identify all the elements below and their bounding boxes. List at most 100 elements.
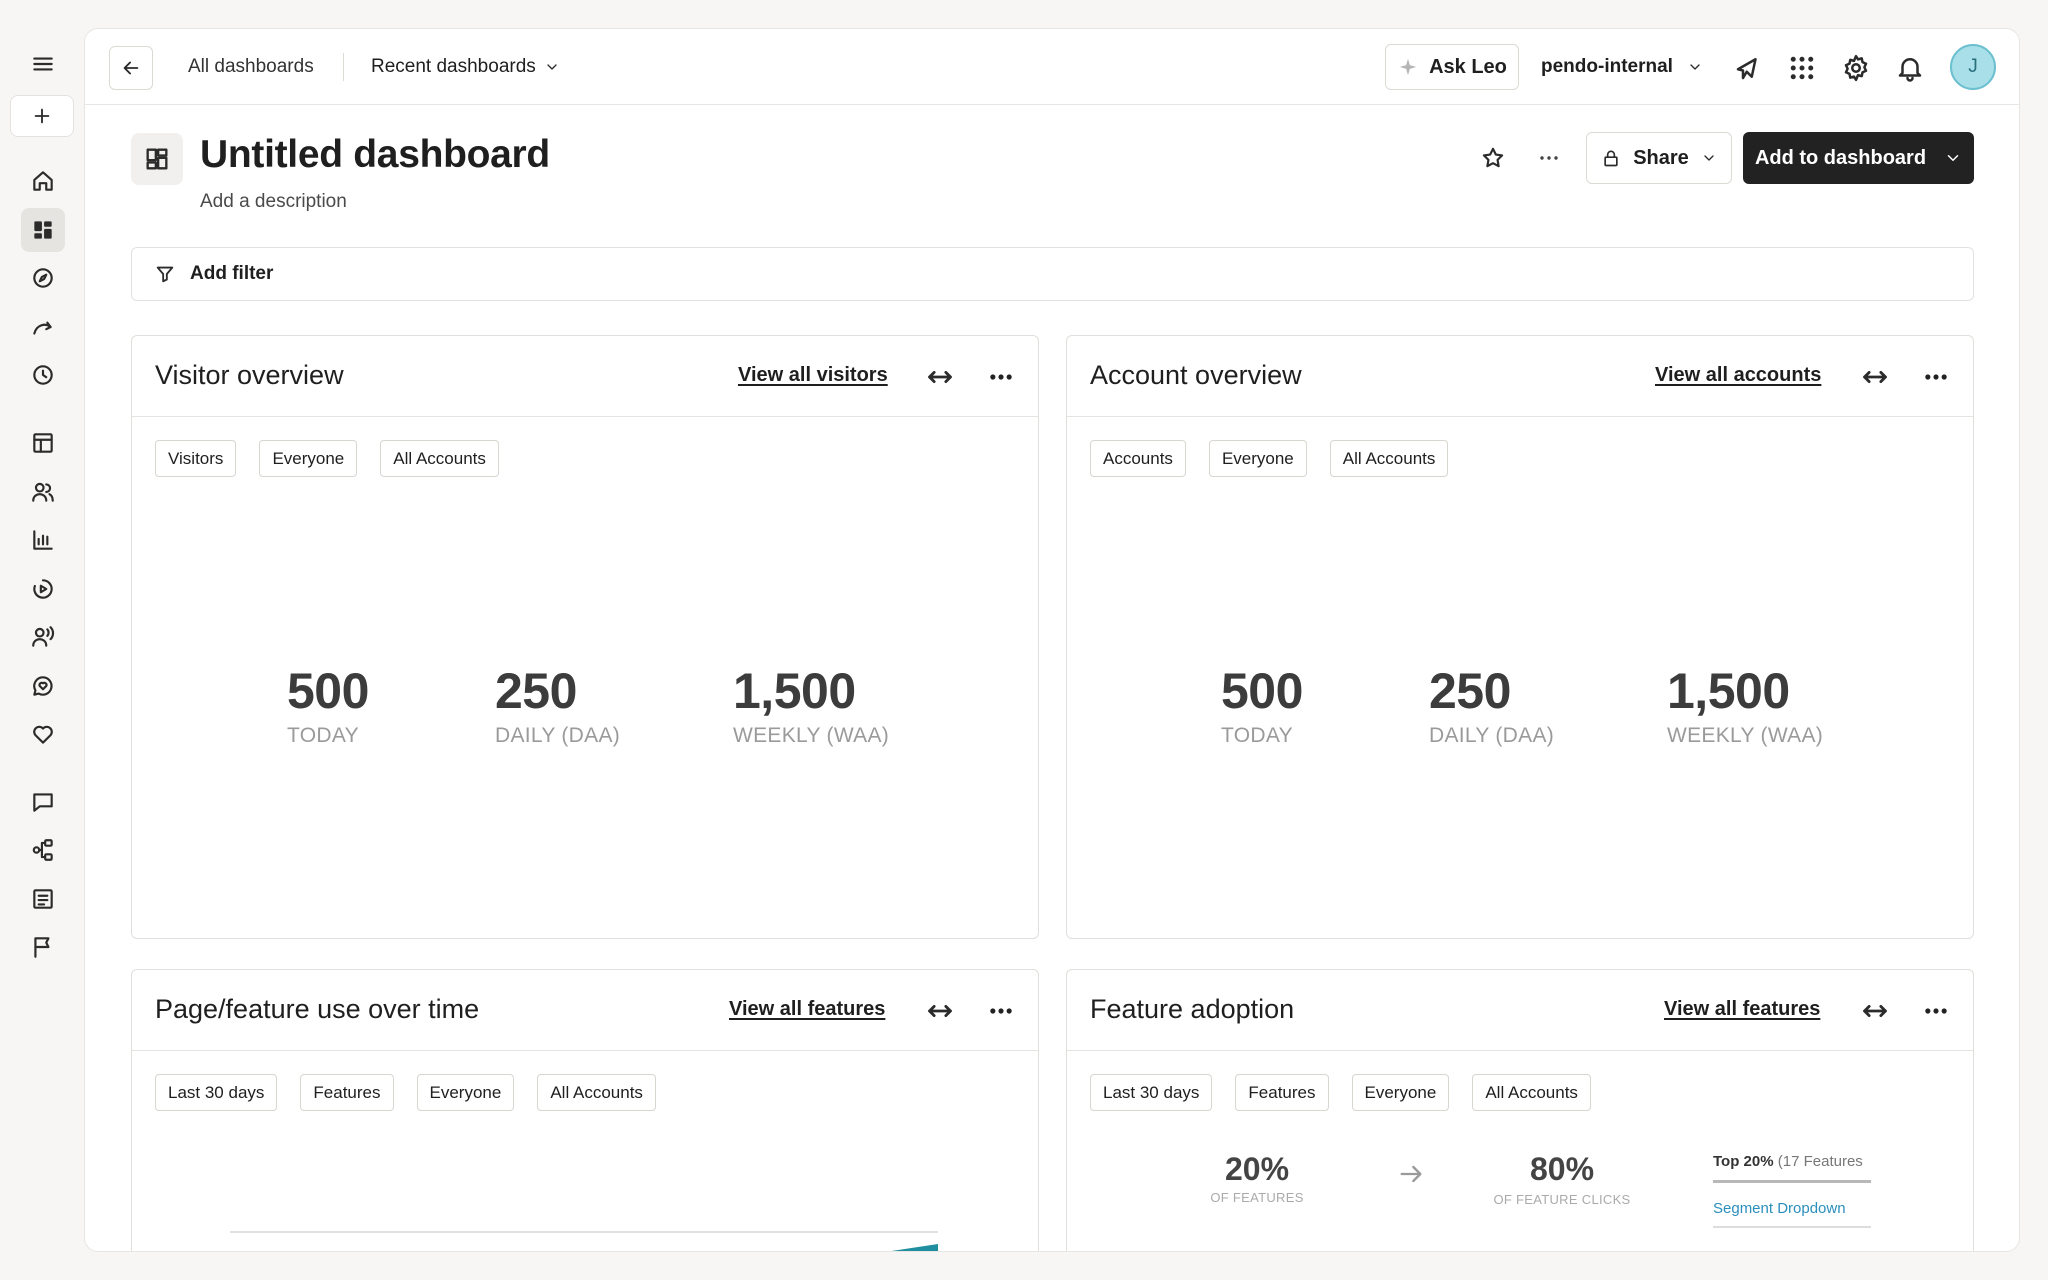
ask-leo-button[interactable]: Ask Leo (1385, 44, 1519, 90)
dashboards-icon[interactable] (21, 208, 65, 252)
app-grid-icon[interactable] (1785, 51, 1819, 85)
expand-icon[interactable] (1858, 360, 1892, 394)
org-selector[interactable]: pendo-internal (1541, 56, 1703, 78)
expand-icon[interactable] (1858, 994, 1892, 1028)
notes-icon[interactable] (21, 877, 65, 921)
adoption-features-pct: 20% (1224, 1151, 1290, 1187)
card-more-icon[interactable] (984, 994, 1018, 1028)
chip-features[interactable]: Features (1235, 1074, 1329, 1111)
create-new-button[interactable] (10, 95, 74, 137)
usage-chart-preview (230, 1231, 938, 1251)
metric-label: TODAY (1221, 724, 1293, 747)
chip-everyone[interactable]: Everyone (259, 440, 358, 477)
card-header: Feature adoption View all features (1067, 970, 1973, 1051)
people-icon[interactable] (21, 470, 65, 514)
top-features-label: Top 20% (1713, 1153, 1774, 1170)
bar-chart-icon[interactable] (21, 518, 65, 562)
avatar[interactable]: J (1950, 44, 1996, 90)
top-feature-link[interactable]: Segment Dropdown (1713, 1200, 1846, 1217)
chip-everyone[interactable]: Everyone (1208, 440, 1307, 477)
paths-icon[interactable] (21, 305, 65, 349)
chat-heart-icon[interactable] (21, 664, 65, 708)
top-bar: All dashboards Recent dashboards Ask Leo… (85, 29, 2019, 105)
all-dashboards-link[interactable]: All dashboards (188, 56, 314, 77)
card-more-icon[interactable] (984, 360, 1018, 394)
card-title: Feature adoption (1090, 994, 1295, 1024)
add-to-dashboard-button[interactable]: Add to dashboard (1743, 132, 1974, 184)
metric-value: 1,500 (733, 663, 856, 719)
layout-icon[interactable] (21, 421, 65, 465)
metric-value: 500 (287, 663, 369, 719)
metric-weekly: 1,500 WEEKLY (WAA) (733, 662, 889, 748)
feature-adoption-card: Feature adoption View all features Last … (1066, 969, 1974, 1251)
top-features-header: Top 20% (17 Features (1713, 1153, 1871, 1170)
chip-visitors[interactable]: Visitors (155, 440, 237, 477)
feature-use-over-time-card: Page/feature use over time View all feat… (131, 969, 1039, 1251)
metric-today: 500 TODAY (287, 662, 369, 748)
bell-icon[interactable] (1893, 51, 1927, 85)
expand-icon[interactable] (923, 994, 957, 1028)
metric-value: 500 (1221, 663, 1303, 719)
expand-icon[interactable] (923, 360, 957, 394)
card-header: Account overview View all accounts (1067, 336, 1973, 417)
message-icon[interactable] (21, 780, 65, 824)
adoption-features-label: OF FEATURES (1210, 1190, 1304, 1205)
left-nav-rail (0, 0, 84, 1280)
chevron-down-icon (547, 64, 557, 70)
main-panel: All dashboards Recent dashboards Ask Leo… (84, 28, 2020, 1252)
view-all-features-link[interactable]: View all features (1664, 998, 1821, 1020)
home-icon[interactable] (21, 159, 65, 203)
chip-accounts[interactable]: Accounts (1090, 440, 1186, 477)
metric-today: 500 TODAY (1221, 662, 1303, 748)
org-name: pendo-internal (1541, 56, 1673, 77)
top-features-row-divider (1713, 1226, 1871, 1228)
chevron-down-icon (1947, 155, 1959, 161)
card-title: Account overview (1090, 360, 1302, 390)
view-all-features-link[interactable]: View all features (729, 998, 886, 1020)
recent-dashboards-dropdown[interactable]: Recent dashboards (371, 56, 560, 78)
description-field[interactable]: Add a description (200, 191, 347, 212)
breadcrumb-divider (343, 53, 344, 81)
chip-features[interactable]: Features (300, 1074, 394, 1111)
menu-icon[interactable] (21, 42, 65, 86)
sparkle-icon (1399, 58, 1417, 76)
segment-chips: Last 30 days Features Everyone All Accou… (1090, 1074, 1591, 1111)
filter-icon (156, 266, 174, 283)
chip-all-accounts[interactable]: All Accounts (1329, 440, 1449, 477)
adoption-clicks-label: OF FEATURE CLICKS (1493, 1192, 1631, 1207)
user-voice-icon[interactable] (21, 615, 65, 659)
heart-icon[interactable] (21, 712, 65, 756)
chevron-down-icon (1690, 64, 1700, 70)
more-options-icon[interactable] (1533, 142, 1565, 174)
view-all-accounts-link[interactable]: View all accounts (1655, 364, 1822, 386)
star-icon[interactable] (1477, 142, 1509, 174)
chip-all-accounts[interactable]: All Accounts (380, 440, 499, 477)
chip-all-accounts[interactable]: All Accounts (537, 1074, 656, 1111)
share-button[interactable]: Share (1586, 132, 1732, 184)
share-label: Share (1633, 146, 1689, 169)
view-all-visitors-link[interactable]: View all visitors (738, 364, 888, 386)
chip-everyone[interactable]: Everyone (1351, 1074, 1450, 1111)
gear-icon[interactable] (1839, 51, 1873, 85)
chip-everyone[interactable]: Everyone (416, 1074, 515, 1111)
ask-leo-label: Ask Leo (1429, 55, 1507, 78)
chip-all-accounts[interactable]: All Accounts (1472, 1074, 1591, 1111)
top-features-count: (17 Features (1777, 1153, 1863, 1170)
chip-last-30-days[interactable]: Last 30 days (155, 1074, 278, 1111)
compass-icon[interactable] (21, 256, 65, 300)
back-button[interactable] (109, 46, 153, 90)
adoption-clicks-pct: 80% (1529, 1151, 1595, 1187)
flag-icon[interactable] (21, 925, 65, 969)
add-filter-button[interactable]: Add filter (131, 247, 1974, 301)
replay-icon[interactable] (21, 567, 65, 611)
card-header: Visitor overview View all visitors (132, 336, 1038, 417)
top-features-divider (1713, 1180, 1871, 1183)
page-title[interactable]: Untitled dashboard (200, 133, 550, 176)
card-more-icon[interactable] (1919, 360, 1953, 394)
card-more-icon[interactable] (1919, 994, 1953, 1028)
integrations-icon[interactable] (21, 828, 65, 872)
chip-last-30-days[interactable]: Last 30 days (1090, 1074, 1213, 1111)
metric-label: WEEKLY (WAA) (1667, 724, 1824, 747)
clock-icon[interactable] (21, 353, 65, 397)
announcement-icon[interactable] (1731, 51, 1765, 85)
